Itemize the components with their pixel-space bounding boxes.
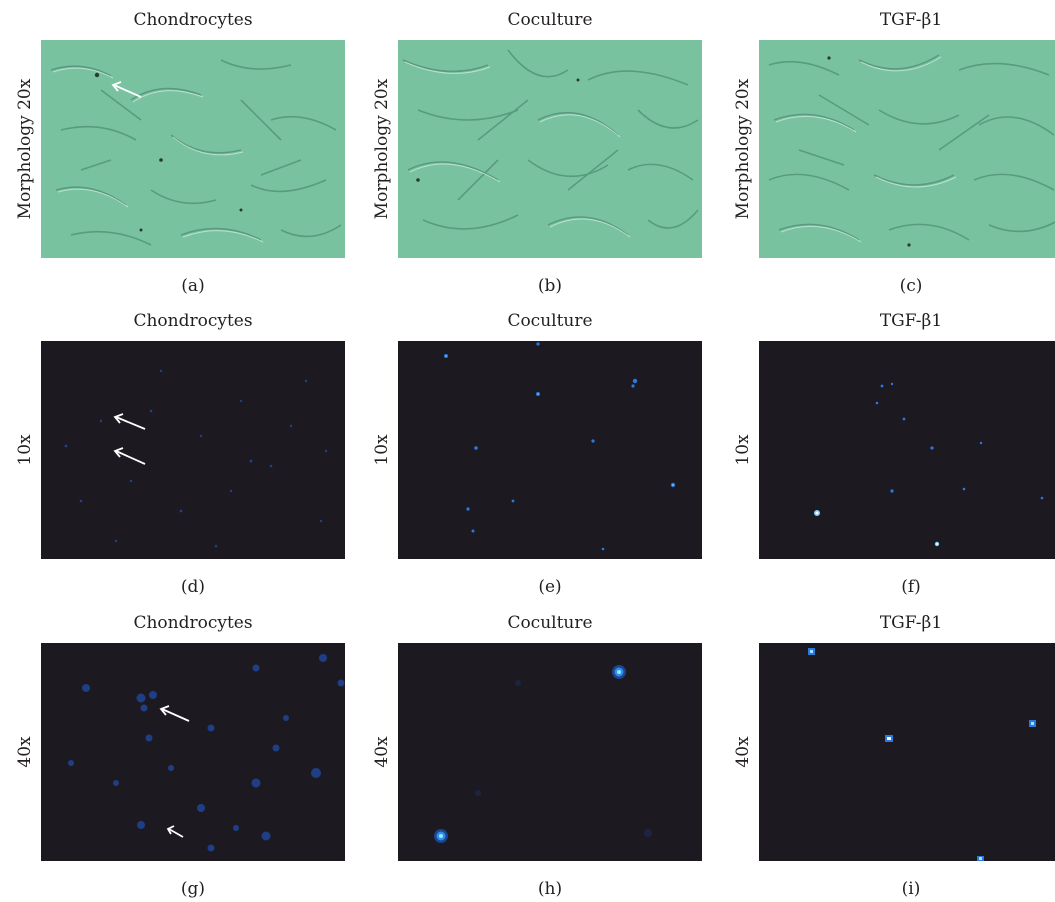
side-label-a: Morphology 20x — [15, 78, 35, 220]
micrograph-e-image — [398, 341, 702, 559]
side-label-d: 10x — [15, 434, 35, 466]
side-label-i: 40x — [733, 736, 753, 768]
micrograph-g — [41, 643, 345, 861]
side-label-b: Morphology 20x — [372, 78, 392, 220]
panel-label-f: (f) — [901, 577, 921, 597]
micrograph-a — [41, 40, 345, 258]
micrograph-d — [41, 341, 345, 559]
arrow-icon — [166, 825, 184, 838]
micrograph-d-image — [41, 341, 345, 559]
column-title-f: TGF-β1 — [879, 311, 943, 331]
side-label-f: 10x — [733, 434, 753, 466]
arrow-icon — [111, 81, 142, 98]
side-label-e: 10x — [372, 434, 392, 466]
micrograph-h — [398, 643, 702, 861]
micrograph-i-image — [759, 643, 1055, 861]
micrograph-b-image — [398, 40, 702, 258]
panel-label-i: (i) — [901, 879, 921, 899]
panel-label-g: (g) — [180, 879, 206, 899]
micrograph-b — [398, 40, 702, 258]
micrograph-e — [398, 341, 702, 559]
side-label-h: 40x — [372, 736, 392, 768]
column-title-i: TGF-β1 — [879, 613, 943, 633]
column-title-a: Chondrocytes — [133, 10, 253, 30]
micrograph-f-image — [759, 341, 1055, 559]
column-title-h: Coculture — [507, 613, 593, 633]
micrograph-c-image — [759, 40, 1055, 258]
micrograph-h-image — [398, 643, 702, 861]
micrograph-i — [759, 643, 1055, 861]
panel-label-d: (d) — [180, 577, 206, 597]
panel-label-e: (e) — [538, 577, 562, 597]
column-title-d: Chondrocytes — [133, 311, 253, 331]
side-label-c: Morphology 20x — [733, 78, 753, 220]
micrograph-f — [759, 341, 1055, 559]
column-title-c: TGF-β1 — [879, 10, 943, 30]
side-label-g: 40x — [15, 736, 35, 768]
panel-label-h: (h) — [537, 879, 563, 899]
column-title-b: Coculture — [507, 10, 593, 30]
panel-label-b: (b) — [537, 276, 563, 296]
micrograph-g-image — [41, 643, 345, 861]
micrograph-c — [759, 40, 1055, 258]
arrow-icon — [159, 705, 190, 722]
micrograph-a-image — [41, 40, 345, 258]
arrow-icon — [113, 447, 146, 465]
column-title-g: Chondrocytes — [133, 613, 253, 633]
column-title-e: Coculture — [507, 311, 593, 331]
panel-label-c: (c) — [899, 276, 923, 296]
arrow-icon — [113, 413, 146, 430]
panel-label-a: (a) — [181, 276, 205, 296]
